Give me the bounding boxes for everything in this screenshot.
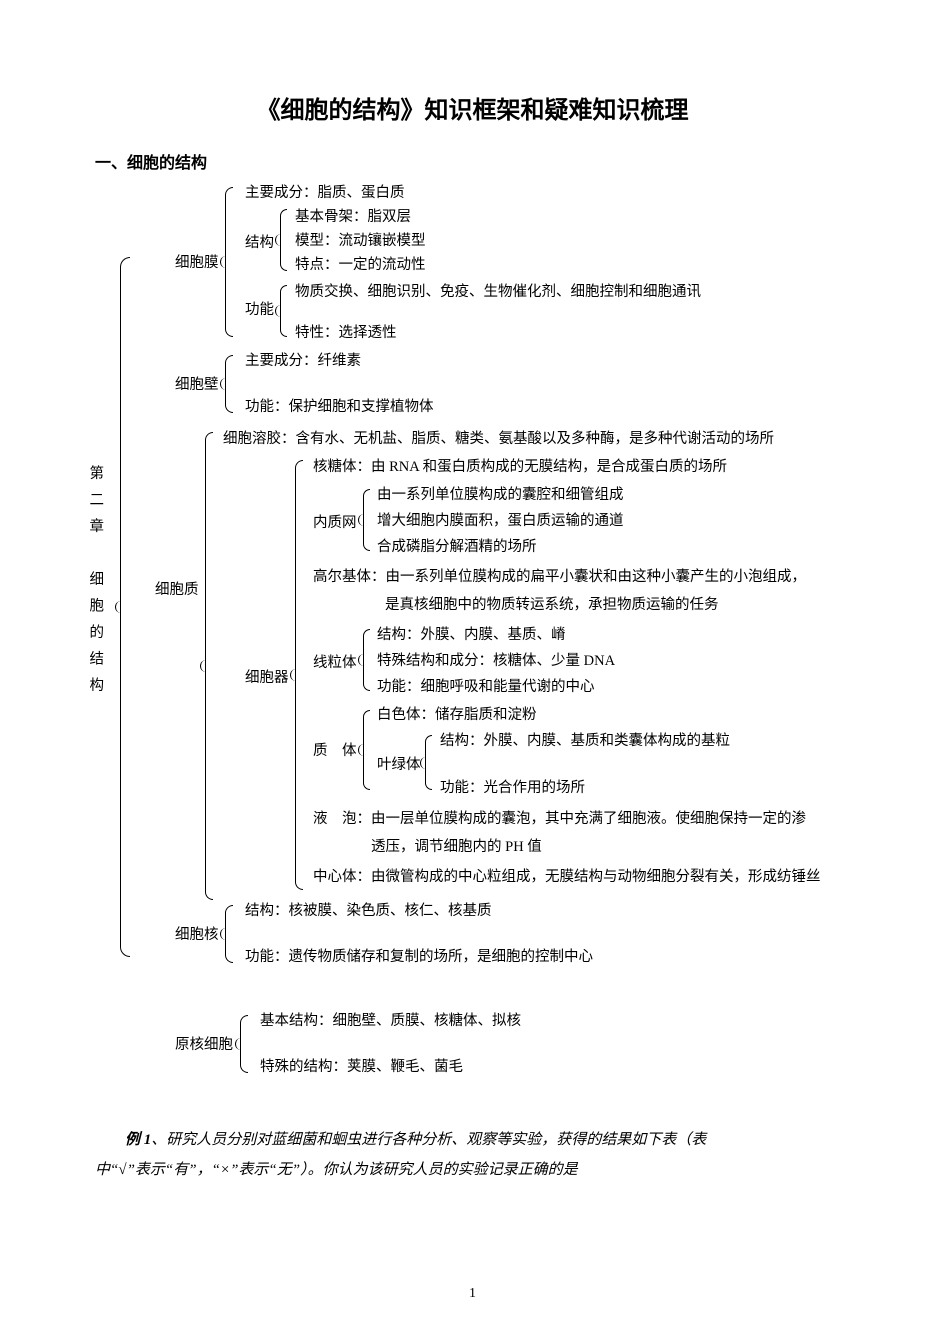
chloroplast-bracket	[425, 735, 432, 790]
knowledge-tree-diagram: 第二章 细胞的结构 细胞膜 主要成分：脂质、蛋白质 结构 基本骨架：脂双层 模型…	[95, 185, 850, 1105]
centrosome-line: 中心体：由微管构成的中心粒组成，无膜结构与动物细胞分裂有关，形成纺锤丝	[313, 867, 821, 887]
plastid-bracket	[363, 710, 370, 790]
nucleus-label: 细胞核	[175, 925, 219, 945]
chloro-structure: 结构：外膜、内膜、基质和类囊体构成的基粒	[440, 731, 730, 751]
organelles-label: 细胞器	[245, 668, 289, 688]
example-text-2: 中“√”表示“有”，“×”表示“无”）。你认为该研究人员的实验记录正确的是	[95, 1162, 578, 1178]
membrane-structure-label: 结构	[245, 233, 274, 253]
page-number: 1	[0, 1286, 945, 1302]
wall-label: 细胞壁	[175, 375, 219, 395]
wall-bracket	[225, 355, 233, 413]
mito-special: 特殊结构和成分：核糖体、少量 DNA	[377, 651, 615, 671]
section-heading: 一、细胞的结构	[95, 149, 850, 173]
membrane-bracket	[225, 187, 233, 337]
cytoplasm-label: 细胞质	[155, 580, 199, 600]
page-title: 《细胞的结构》知识框架和疑难知识梳理	[95, 90, 850, 125]
er-l3: 合成磷脂分解酒精的场所	[377, 537, 537, 557]
membrane-model: 模型：流动镶嵌模型	[295, 231, 426, 251]
mito-label: 线粒体	[313, 653, 357, 673]
membrane-function-bracket	[280, 285, 287, 337]
example-text-1: 、研究人员分别对蓝细菌和蛔虫进行各种分析、观察等实验，获得的结果如下表（表	[151, 1132, 706, 1148]
wall-function: 功能：保护细胞和支撑植物体	[245, 397, 434, 417]
cytoplasm-bracket	[205, 432, 213, 900]
nucleus-structure: 结构：核被膜、染色质、核仁、核基质	[245, 901, 492, 921]
prokaryote-label: 原核细胞	[175, 1035, 233, 1055]
prokaryote-bracket	[240, 1015, 248, 1073]
leucoplast-line: 白色体：储存脂质和淀粉	[377, 705, 537, 725]
membrane-skeleton: 基本骨架：脂双层	[295, 207, 411, 227]
nucleus-bracket	[225, 905, 233, 963]
vacuole-l2: 透压，调节细胞内的 PH 值	[371, 837, 542, 857]
chloroplast-label: 叶绿体	[377, 755, 421, 775]
chapter-vertical-label: 第二章 细胞的结构	[85, 465, 105, 704]
wall-composition: 主要成分：纤维素	[245, 351, 361, 371]
vacuole-l1: 液 泡：由一层单位膜构成的囊泡，其中充满了细胞液。使细胞保持一定的渗	[313, 809, 806, 829]
er-bracket	[363, 489, 370, 551]
membrane-function-prop: 特性：选择透性	[295, 323, 397, 343]
mito-function: 功能：细胞呼吸和能量代谢的中心	[377, 677, 595, 697]
prokaryote-special: 特殊的结构：荚膜、鞭毛、菌毛	[260, 1057, 463, 1077]
golgi-l1: 高尔基体：由一系列单位膜构成的扁平小囊状和由这种小囊产生的小泡组成，	[313, 567, 806, 587]
membrane-function-label: 功能	[245, 300, 274, 320]
membrane-feature: 特点：一定的流动性	[295, 255, 426, 275]
plastid-label: 质 体	[313, 741, 357, 761]
golgi-l2: 是真核细胞中的物质转运系统，承担物质运输的任务	[385, 595, 719, 615]
ribosome-line: 核糖体：由 RNA 和蛋白质构成的无膜结构，是合成蛋白质的场所	[313, 457, 727, 477]
nucleus-function: 功能：遗传物质储存和复制的场所，是细胞的控制中心	[245, 947, 593, 967]
root-bracket	[120, 257, 130, 957]
mito-bracket	[363, 629, 370, 691]
er-l2: 增大细胞内膜面积，蛋白质运输的通道	[377, 511, 624, 531]
membrane-label: 细胞膜	[175, 253, 219, 273]
membrane-structure-bracket	[280, 209, 287, 271]
cytosol-line: 细胞溶胶：含有水、无机盐、脂质、糖类、氨基酸以及多种酶，是多种代谢活动的场所	[223, 429, 774, 449]
example-paragraph: 例 1、研究人员分别对蓝细菌和蛔虫进行各种分析、观察等实验，获得的结果如下表（表…	[95, 1125, 850, 1185]
mito-structure: 结构：外膜、内膜、基质、嵴	[377, 625, 566, 645]
organelles-bracket	[295, 460, 303, 890]
membrane-function-line: 物质交换、细胞识别、免疫、生物催化剂、细胞控制和细胞通讯	[295, 282, 701, 302]
er-label: 内质网	[313, 513, 357, 533]
example-number: 例 1	[125, 1132, 151, 1148]
chloro-function: 功能：光合作用的场所	[440, 778, 585, 798]
membrane-composition: 主要成分：脂质、蛋白质	[245, 183, 405, 203]
er-l1: 由一系列单位膜构成的囊腔和细管组成	[377, 485, 624, 505]
prokaryote-basic: 基本结构：细胞壁、质膜、核糖体、拟核	[260, 1011, 521, 1031]
